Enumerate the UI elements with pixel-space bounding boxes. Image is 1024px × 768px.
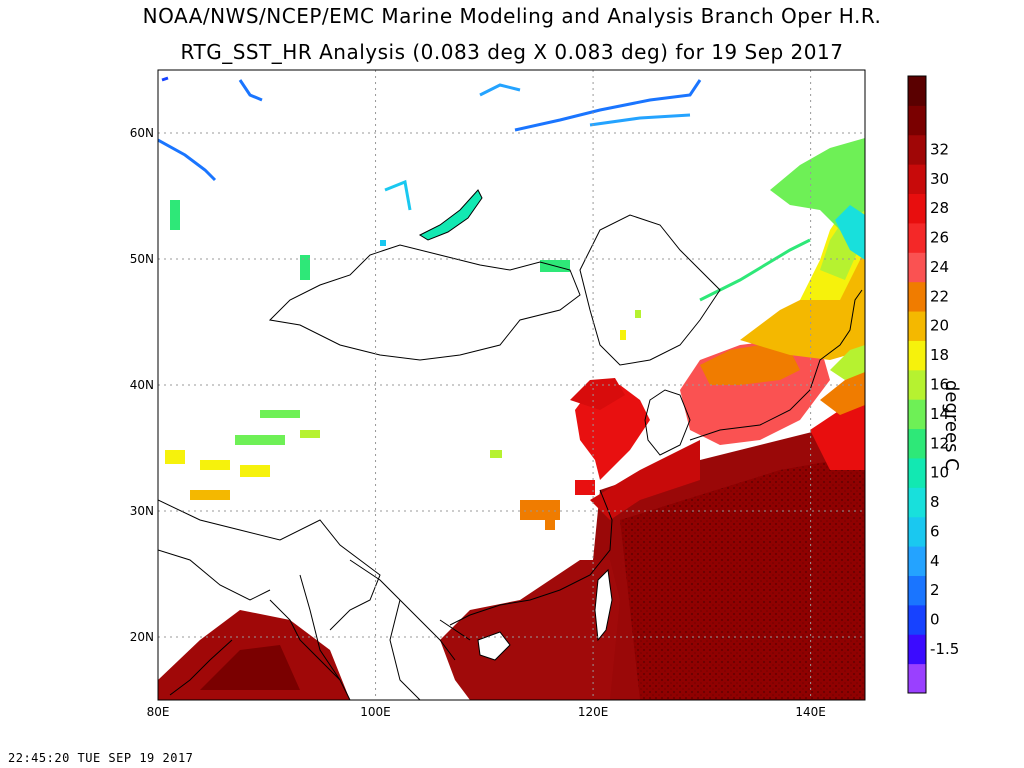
timestamp: 22:45:20 TUE SEP 19 2017 xyxy=(8,751,194,765)
colorbar-label: 20 xyxy=(930,317,949,335)
colorbar-swatch xyxy=(908,252,926,283)
colorbar-swatch xyxy=(908,369,926,400)
colorbar-label: 30 xyxy=(930,170,949,188)
lon-tick-label: 120E xyxy=(578,705,609,719)
colorbar-swatch xyxy=(908,340,926,371)
colorbar-swatch xyxy=(908,634,926,665)
lat-tick-label: 30N xyxy=(130,504,154,518)
colorbar-swatch xyxy=(908,105,926,136)
map-frame xyxy=(157,69,866,701)
colorbar-label: 32 xyxy=(930,140,949,158)
colorbar-swatch xyxy=(908,457,926,488)
colorbar-swatch xyxy=(908,193,926,224)
colorbar-swatch xyxy=(908,546,926,576)
inland-lakes xyxy=(165,200,641,530)
lake-baikal xyxy=(418,189,483,241)
colorbar-swatch xyxy=(908,575,926,606)
lat-tick-label: 60N xyxy=(130,126,154,140)
colorbar-swatch xyxy=(908,487,926,518)
boundaries xyxy=(158,214,863,700)
lon-tick-label: 80E xyxy=(147,705,170,719)
colorbar-label: 26 xyxy=(930,229,949,247)
colorbar-swatch xyxy=(908,222,926,253)
colorbar-label: 14 xyxy=(930,405,949,423)
colorbar-swatch xyxy=(908,663,926,694)
colorbar-label: 22 xyxy=(930,287,949,305)
colorbar-swatch xyxy=(908,428,926,459)
colorbar-swatch xyxy=(908,311,926,341)
colorbar-label: 28 xyxy=(930,199,949,217)
colorbar-units: degrees C xyxy=(941,380,962,471)
colorbar-label: 8 xyxy=(930,493,940,511)
lon-tick-label: 140E xyxy=(795,705,826,719)
colorbar-label: 6 xyxy=(930,522,940,540)
colorbar-label: 4 xyxy=(930,552,940,570)
lat-lon-grid xyxy=(158,70,865,700)
colorbar-swatch xyxy=(908,516,926,547)
title-line-2: RTG_SST_HR Analysis (0.083 deg X 0.083 d… xyxy=(180,40,844,64)
colorbar-swatch xyxy=(908,164,926,195)
colorbar-swatch xyxy=(908,281,926,312)
colorbar-swatch xyxy=(908,134,926,165)
lat-tick-label: 40N xyxy=(130,378,154,392)
latitude-labels: 20N 30N 40N 50N 60N xyxy=(130,126,154,644)
colorbar-frame xyxy=(907,75,927,694)
lat-tick-label: 50N xyxy=(130,252,154,266)
colorbar-swatch xyxy=(908,76,926,106)
longitude-labels: 80E 100E 120E 140E xyxy=(147,705,826,719)
colorbar-label: 2 xyxy=(930,581,940,599)
sst-ocean-field xyxy=(158,138,865,700)
colorbar-label: 12 xyxy=(930,434,949,452)
colorbar-swatch xyxy=(908,604,926,635)
colorbar-label: 0 xyxy=(930,611,940,629)
colorbar-label: -1.5 xyxy=(930,640,959,658)
lat-tick-label: 20N xyxy=(130,630,154,644)
lon-tick-label: 100E xyxy=(360,705,391,719)
colorbar-label: 10 xyxy=(930,464,949,482)
colorbar-label: 16 xyxy=(930,376,949,394)
colorbar-swatch xyxy=(908,399,926,430)
rivers xyxy=(158,76,811,302)
title-line-1: NOAA/NWS/NCEP/EMC Marine Modeling and An… xyxy=(142,4,882,28)
colorbar-label: 18 xyxy=(930,346,949,364)
colorbar-label: 24 xyxy=(930,258,949,276)
